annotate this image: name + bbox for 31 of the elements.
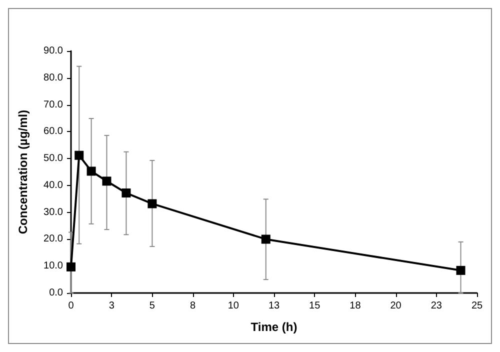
x-tick-label: 20: [390, 300, 402, 312]
y-axis-title: Concentration (µg/ml): [16, 110, 30, 234]
y-tick-label: 20.0: [44, 234, 64, 245]
y-tick-label: 90.0: [44, 46, 64, 56]
x-axis-title: Time (h): [250, 320, 298, 334]
x-tick-label: 10: [228, 300, 240, 312]
y-tick-label: 80.0: [44, 72, 64, 84]
y-tick-label: 10.0: [44, 260, 64, 272]
y-tick-label: 60.0: [44, 126, 64, 138]
x-tick-label: 13: [268, 300, 280, 312]
point: [66, 262, 76, 272]
point: [86, 166, 96, 176]
x-tick-label: 3: [108, 300, 115, 312]
y-tick-label: 0.0: [49, 288, 64, 298]
y-tick-label: 40.0: [44, 180, 64, 191]
point: [74, 150, 84, 160]
x-tick-label: 15: [309, 300, 321, 312]
x-tick-label: 18: [350, 300, 362, 312]
point: [148, 199, 157, 208]
point: [456, 266, 466, 275]
point: [261, 234, 270, 244]
point: [122, 188, 131, 198]
x-tick-label: 0: [68, 300, 74, 312]
x-tick-label: 8: [190, 300, 196, 312]
y-tick-label: 30.0: [44, 206, 64, 218]
y-tick-label: 70.0: [44, 99, 64, 110]
x-tick-label: 5: [149, 300, 156, 312]
y-tick-label: 50.0: [44, 153, 64, 164]
point: [102, 176, 112, 186]
x-tick-label: 25: [471, 300, 483, 312]
x-tick-label: 23: [430, 300, 442, 312]
